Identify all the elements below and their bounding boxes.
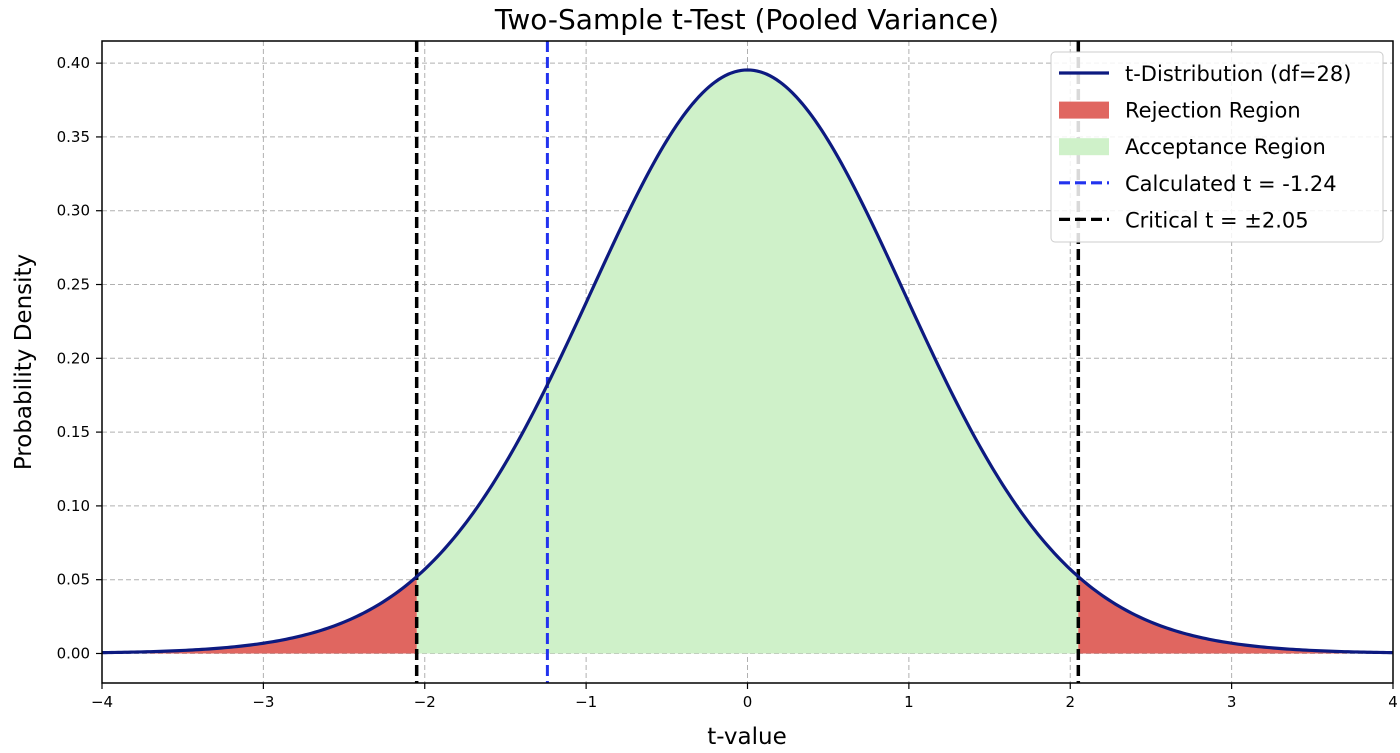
y-tick-label: 0.35 — [57, 128, 90, 146]
rejection-region-left — [102, 576, 417, 654]
rejection-region-right — [1078, 576, 1393, 654]
legend-label: Acceptance Region — [1125, 135, 1326, 159]
legend-swatch-patch — [1059, 101, 1109, 119]
x-tick-label: 0 — [743, 693, 753, 711]
x-tick-label: −2 — [414, 693, 436, 711]
y-axis-ticks: 0.00 0.05 0.10 0.15 0.20 0.25 0.30 0.35 0.40 — [57, 54, 102, 662]
legend-label: Calculated t = -1.24 — [1125, 172, 1337, 196]
legend-box — [1050, 51, 1384, 243]
x-tick-label: −3 — [252, 693, 274, 711]
density-curve-group — [101, 68, 1394, 655]
y-tick-label: 0.00 — [57, 644, 90, 662]
y-tick-label: 0.40 — [57, 54, 90, 72]
legend: t-Distribution (df=28) Rejection Region Ac… — [1050, 51, 1384, 243]
legend-label: Rejection Region — [1125, 99, 1301, 123]
shaded-regions — [102, 69, 1393, 654]
y-tick-label: 0.30 — [57, 202, 90, 220]
legend-label: Critical t = ±2.05 — [1125, 208, 1309, 232]
x-tick-label: 2 — [1065, 693, 1075, 711]
x-tick-label: 4 — [1388, 693, 1398, 711]
acceptance-region — [416, 69, 1079, 654]
y-tick-label: 0.25 — [57, 276, 90, 294]
x-tick-label: −1 — [575, 693, 597, 711]
x-tick-label: 3 — [1227, 693, 1237, 711]
x-axis-label: t-value — [707, 724, 787, 750]
y-tick-label: 0.05 — [57, 571, 90, 589]
legend-label: t-Distribution (df=28) — [1125, 62, 1351, 86]
density-curve — [101, 68, 1394, 655]
legend-swatch-patch — [1059, 138, 1109, 156]
x-axis-ticks: −4 −3 −2 −1 0 1 2 3 4 — [91, 683, 1398, 711]
x-tick-label: −4 — [91, 693, 113, 711]
x-tick-label: 1 — [904, 693, 914, 711]
y-tick-label: 0.10 — [57, 497, 90, 515]
y-axis-label: Probability Density — [11, 254, 37, 470]
chart-title: Two-Sample t-Test (Pooled Variance) — [494, 3, 999, 36]
y-tick-label: 0.20 — [57, 349, 90, 367]
y-tick-label: 0.15 — [57, 423, 90, 441]
